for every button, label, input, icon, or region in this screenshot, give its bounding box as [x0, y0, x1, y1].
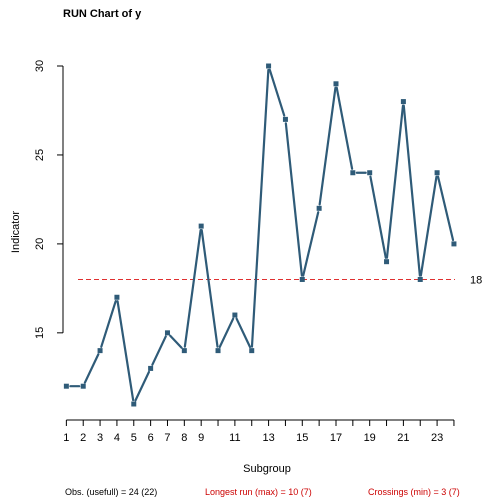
- median-label: 18: [470, 274, 482, 286]
- data-point: [198, 223, 204, 229]
- x-tick-label: 4: [114, 432, 120, 444]
- series-segment: [169, 334, 183, 349]
- series-segment: [318, 86, 337, 206]
- y-axis: 15 20 25 30: [34, 60, 64, 339]
- data-point: [63, 383, 69, 389]
- data-point: [266, 63, 272, 69]
- data-point: [434, 170, 440, 176]
- data-point: [181, 348, 187, 354]
- series-segment: [385, 104, 405, 259]
- data-point: [97, 348, 103, 354]
- x-tick-label: 5: [131, 432, 137, 444]
- y-tick-label: 25: [34, 149, 46, 161]
- series-segment: [268, 68, 286, 117]
- data-point: [299, 276, 305, 282]
- data-point: [333, 81, 339, 87]
- series-segment: [151, 335, 167, 366]
- data-point: [164, 330, 170, 336]
- series-segment: [83, 353, 100, 384]
- data-point: [232, 312, 238, 318]
- data-point: [282, 116, 288, 122]
- data-point: [451, 241, 457, 247]
- data-point: [417, 276, 423, 282]
- x-tick-label: 6: [148, 432, 154, 444]
- x-tick-label: 7: [164, 432, 170, 444]
- x-tick-label: 19: [364, 432, 376, 444]
- series-segment: [369, 175, 387, 259]
- data-point: [148, 365, 154, 371]
- x-tick-label: 1: [63, 432, 69, 444]
- data-point: [215, 348, 221, 354]
- x-axis: 1 2 3 4 5 6 7 8 9 11 13 15 17 19 21 23: [63, 419, 455, 444]
- y-tick-label: 15: [34, 327, 46, 339]
- x-tick-label: 21: [397, 432, 409, 444]
- series-segment: [200, 228, 219, 348]
- footer-longest-run: Longest run (max) = 10 (7): [205, 487, 312, 497]
- y-tick-label: 20: [34, 238, 46, 250]
- series-segment: [335, 86, 354, 170]
- series-segment: [402, 104, 421, 277]
- x-tick-label: 3: [97, 432, 103, 444]
- series-segment: [218, 317, 235, 349]
- data-point: [131, 401, 137, 407]
- data-point: [384, 259, 390, 265]
- series-segment: [116, 300, 135, 402]
- series-segment: [436, 175, 455, 242]
- data-point: [249, 348, 255, 354]
- data-point: [316, 205, 322, 211]
- data-point: [367, 170, 373, 176]
- series-segment: [235, 317, 252, 349]
- series-segment: [302, 211, 320, 277]
- data-point: [350, 170, 356, 176]
- y-axis-label: Indicator: [10, 211, 22, 254]
- series-segment: [183, 228, 202, 348]
- x-tick-label: 8: [181, 432, 187, 444]
- x-tick-label: 23: [431, 432, 443, 444]
- series-segment: [284, 122, 303, 277]
- x-tick-label: 2: [80, 432, 86, 444]
- footer-crossings: Crossings (min) = 3 (7): [368, 487, 460, 497]
- series-segment: [134, 370, 151, 402]
- chart-title: RUN Chart of y: [63, 8, 142, 20]
- data-point: [400, 99, 406, 105]
- data-point: [114, 294, 120, 300]
- y-tick-label: 30: [34, 60, 46, 72]
- series-segment: [419, 175, 438, 277]
- footer-obs: Obs. (usefull) = 24 (22): [65, 487, 157, 497]
- x-tick-label: 11: [229, 432, 240, 444]
- data-point: [80, 383, 86, 389]
- series-segment: [100, 299, 117, 348]
- x-tick-label: 13: [262, 432, 274, 444]
- x-tick-label: 17: [330, 432, 342, 444]
- series-segment: [250, 68, 270, 348]
- x-axis-label: Subgroup: [243, 463, 291, 475]
- x-tick-label: 15: [296, 432, 308, 444]
- x-tick-label: 9: [198, 432, 204, 444]
